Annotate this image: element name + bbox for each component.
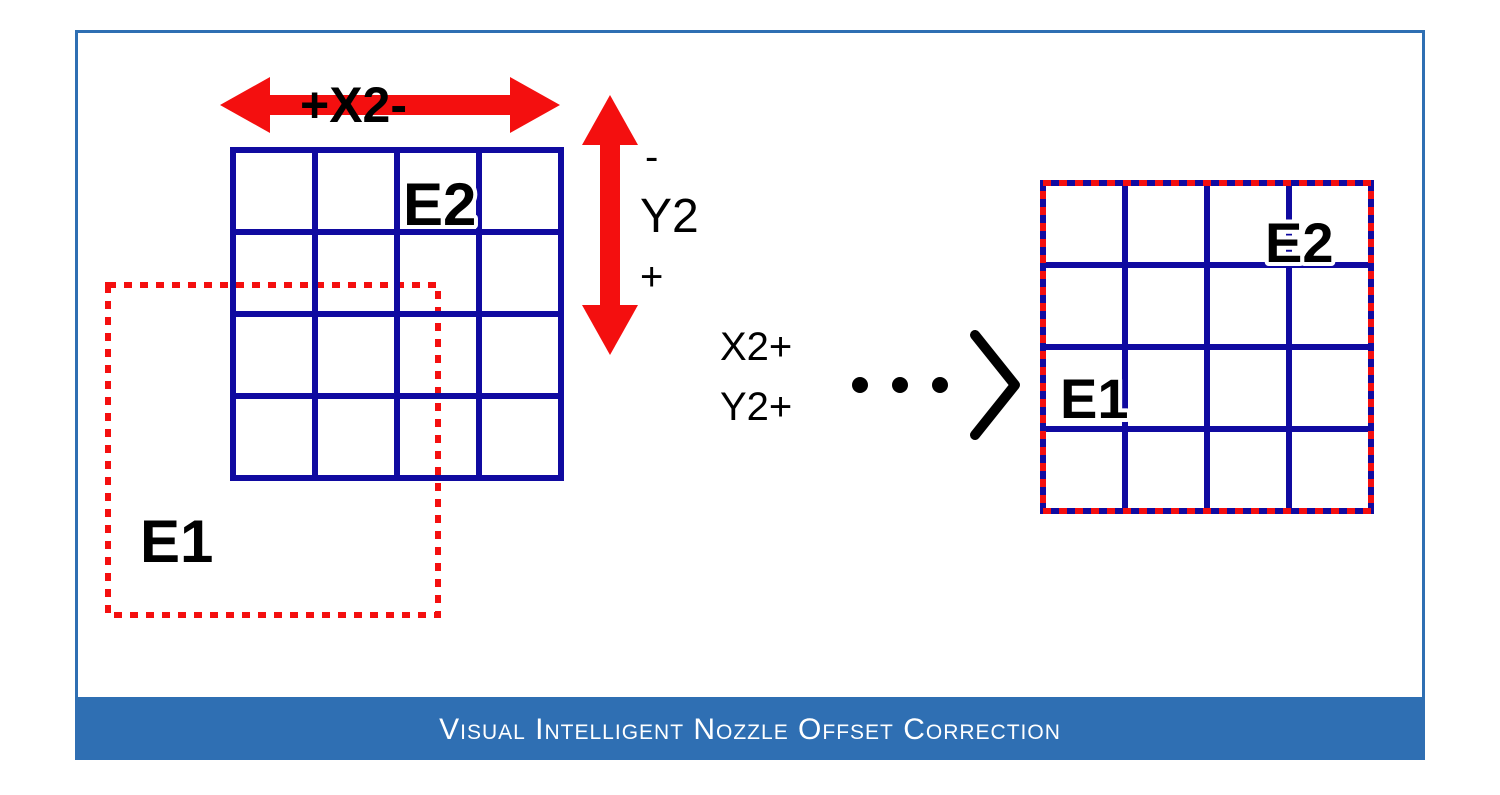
grid (233, 150, 561, 478)
ellipsis-dot (852, 377, 868, 393)
x2plus-label: X2+ (720, 325, 792, 369)
y-arrow (582, 95, 638, 355)
e1-label-left: E1 (140, 508, 213, 575)
e1-label-right: E1 (1060, 367, 1129, 430)
ellipsis-dot (932, 377, 948, 393)
e2-label-left: E2 (403, 171, 476, 238)
e2-label-right: E2 (1265, 211, 1334, 274)
y2-plus-label: + (640, 255, 663, 299)
y2-minus-label: - (645, 135, 658, 179)
y2-label: Y2 (640, 190, 699, 243)
chevron-right-icon (975, 335, 1015, 435)
x2-label: +X2- (300, 77, 407, 133)
diagram-svg: +X2- Y2 - + E2 E1 X2+ Y2+ E2 E1 (0, 0, 1500, 795)
y2plus-label: Y2+ (720, 385, 792, 429)
ellipsis-dot (892, 377, 908, 393)
